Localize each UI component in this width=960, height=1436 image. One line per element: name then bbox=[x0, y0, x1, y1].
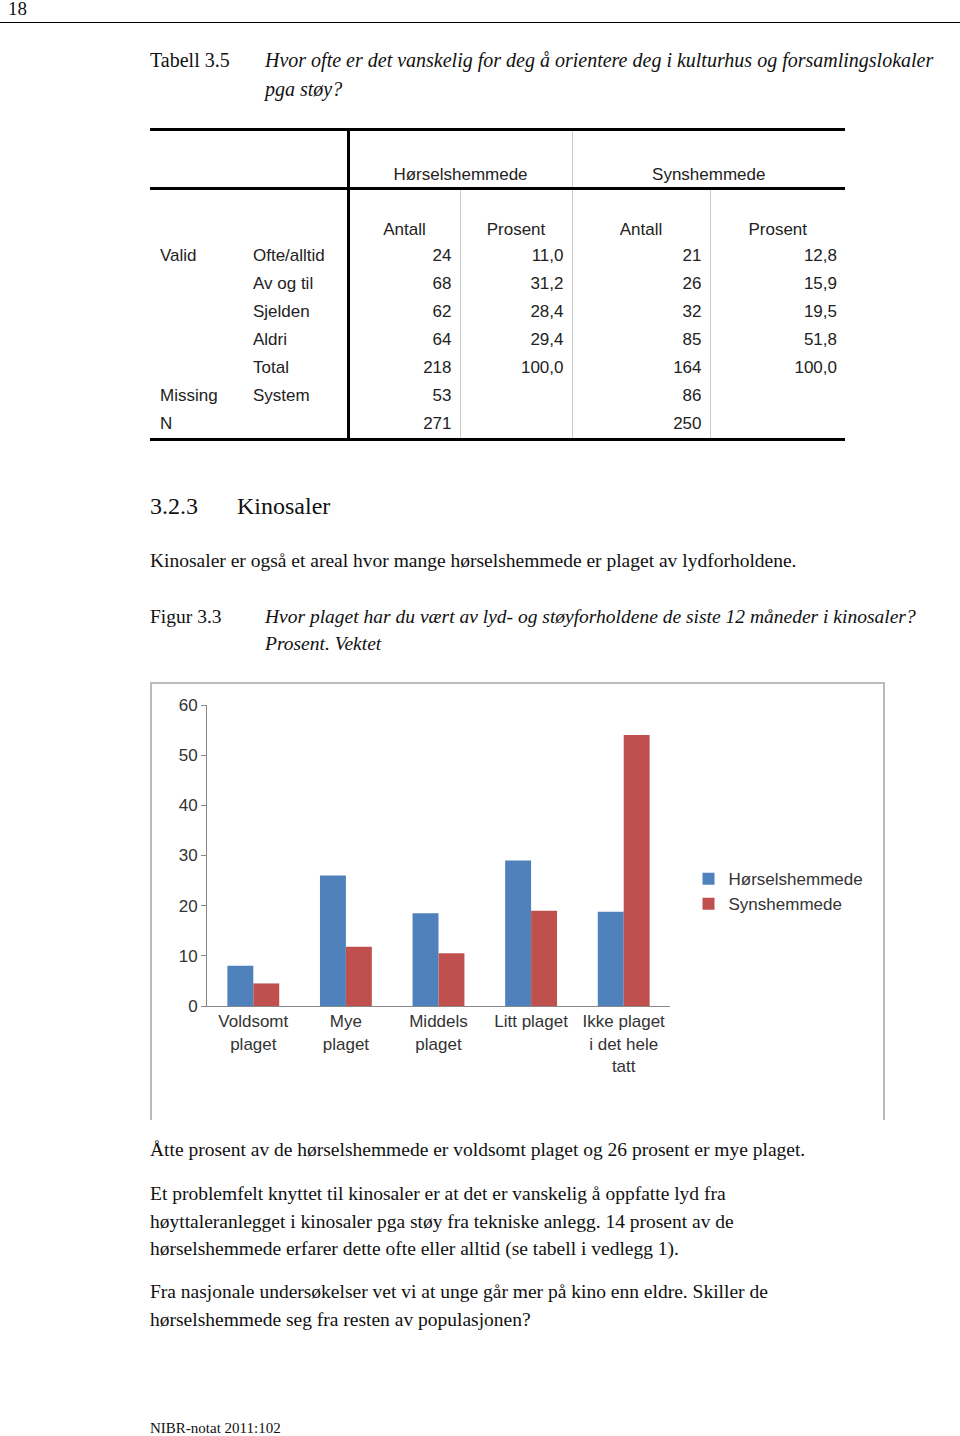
html-text:26: 26 bbox=[682, 274, 702, 293]
html-text:100,0: 100,0 bbox=[521, 358, 564, 377]
html-text:164: 164 bbox=[673, 358, 702, 377]
html-text:høyttaleranlegget i kinosaler: høyttaleranlegget i kinosaler pga støy f… bbox=[150, 1210, 734, 1232]
svg-text:50: 50 bbox=[179, 746, 198, 765]
html-text:Hørselshemmede: Hørselshemmede bbox=[393, 165, 528, 184]
html-text:Av og til: Av og til bbox=[253, 274, 314, 293]
html-text:Figur 3.3: Figur 3.3 bbox=[150, 606, 222, 627]
svg-text:Middelsplaget: Middelsplaget bbox=[409, 1012, 468, 1053]
html-text:68: 68 bbox=[432, 274, 452, 293]
html-text:System: System bbox=[253, 386, 310, 405]
html-text:218: 218 bbox=[423, 358, 452, 377]
html-text:Prosent: Prosent bbox=[486, 220, 546, 239]
html-text:100,0: 100,0 bbox=[794, 358, 837, 377]
html-text:31,2: 31,2 bbox=[530, 274, 564, 293]
html-text:Prosent: Prosent bbox=[748, 220, 807, 239]
html-text:51,8: 51,8 bbox=[803, 330, 837, 349]
html-text:Total: Total bbox=[253, 358, 289, 377]
html-text:Kinosaler: Kinosaler bbox=[237, 493, 331, 519]
html-text:Missing: Missing bbox=[160, 386, 218, 405]
html-text:11,0: 11,0 bbox=[531, 246, 564, 265]
html-text:Hvor plaget har du vært av lyd: Hvor plaget har du vært av lyd- og støyf… bbox=[265, 606, 916, 627]
html-text:N: N bbox=[160, 414, 173, 433]
html-text:64: 64 bbox=[432, 330, 452, 349]
html-text:250: 250 bbox=[673, 414, 702, 433]
html-text:85: 85 bbox=[682, 330, 702, 349]
html-text:12,8: 12,8 bbox=[803, 246, 837, 265]
html-text:29,4: 29,4 bbox=[530, 330, 564, 349]
html-text:pga støy?: pga støy? bbox=[265, 78, 343, 100]
html-text:Ofte/alltid: Ofte/alltid bbox=[253, 246, 325, 265]
html-text:Aldri: Aldri bbox=[253, 330, 287, 349]
html-text:Sjelden: Sjelden bbox=[253, 302, 310, 321]
html-text:hørselshemmede erfarer dette o: hørselshemmede erfarer dette ofte eller … bbox=[150, 1238, 679, 1259]
html-text:Tabell 3.5: Tabell 3.5 bbox=[150, 49, 230, 71]
html-text:19,5: 19,5 bbox=[803, 302, 837, 321]
svg-text:Myeplaget: Myeplaget bbox=[323, 1012, 370, 1053]
html-text:32: 32 bbox=[682, 302, 702, 321]
html-text:NIBR-notat 2011:102: NIBR-notat 2011:102 bbox=[150, 1420, 281, 1436]
html-text:Synshemmede: Synshemmede bbox=[652, 165, 766, 184]
html-text:62: 62 bbox=[432, 302, 452, 321]
svg-text:Synshemmede: Synshemmede bbox=[729, 895, 842, 914]
html-text:Hvor ofte er det vanskelig for: Hvor ofte er det vanskelig for deg å ori… bbox=[265, 49, 934, 71]
html-text:Et problemfelt knyttet til kin: Et problemfelt knyttet til kinosaler er … bbox=[150, 1183, 726, 1204]
html-text:53: 53 bbox=[432, 386, 452, 405]
html-text:Fra nasjonale undersøkelser ve: Fra nasjonale undersøkelser vet vi at un… bbox=[150, 1281, 768, 1302]
svg-text:10: 10 bbox=[179, 947, 198, 966]
html-text:Antall: Antall bbox=[619, 220, 663, 239]
svg-text:40: 40 bbox=[179, 796, 198, 815]
html-text:Kinosaler er også et areal hvo: Kinosaler er også et areal hvor mange hø… bbox=[150, 550, 797, 571]
svg-text:30: 30 bbox=[179, 846, 198, 865]
html-text:15,9: 15,9 bbox=[803, 274, 837, 293]
svg-text:Litt plaget: Litt plaget bbox=[494, 1012, 568, 1031]
svg-text:Ikke plageti det heletatt: Ikke plageti det heletatt bbox=[583, 1012, 665, 1075]
html-text:21: 21 bbox=[682, 246, 702, 265]
html-text:271: 271 bbox=[423, 414, 452, 433]
html-text:Åtte prosent av de hørselshemm: Åtte prosent av de hørselshemmede er vol… bbox=[150, 1139, 806, 1160]
html-text:86: 86 bbox=[682, 386, 702, 405]
svg-text:20: 20 bbox=[179, 897, 198, 916]
html-text:Prosent. Vektet: Prosent. Vektet bbox=[265, 633, 382, 654]
svg-text:Voldsomtplaget: Voldsomtplaget bbox=[218, 1012, 288, 1053]
svg-text:60: 60 bbox=[179, 696, 198, 715]
svg-text:0: 0 bbox=[188, 997, 197, 1016]
html-text:28,4: 28,4 bbox=[530, 302, 564, 321]
html-text:3.2.3: 3.2.3 bbox=[150, 493, 198, 519]
svg-text:Hørselshemmede: Hørselshemmede bbox=[729, 870, 863, 889]
html-text:24: 24 bbox=[432, 246, 452, 265]
html-text:Valid: Valid bbox=[160, 246, 197, 265]
html-text:Antall: Antall bbox=[383, 220, 426, 239]
html-text:hørselshemmede seg fra resten: hørselshemmede seg fra resten av populas… bbox=[150, 1308, 531, 1330]
